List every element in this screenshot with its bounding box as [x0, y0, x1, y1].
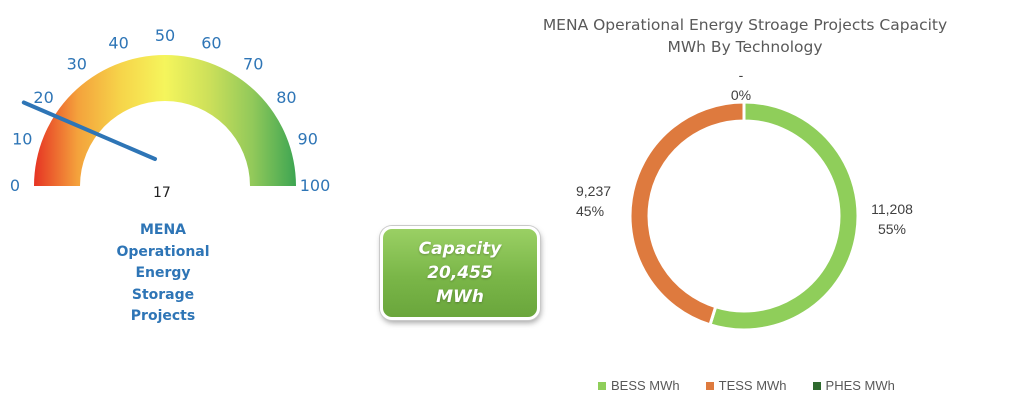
gauge-title-line: Operational [116, 243, 210, 260]
donut-value-label: - [739, 67, 744, 83]
gauge-title: MENA Operational Energy Storage Projects [92, 220, 234, 328]
legend-label: PHES MWh [825, 378, 895, 393]
gauge-tick-label: 90 [298, 130, 318, 149]
donut-value-label: 11,208 [871, 201, 913, 217]
donut-slices [628, 100, 860, 332]
gauge-tick-label: 50 [155, 26, 175, 45]
gauge-tick-label: 10 [12, 130, 32, 149]
capacity-label: Capacity [418, 239, 502, 259]
gauge-value-label: 17 [153, 185, 171, 201]
donut-chart-title: MENA Operational Energy Stroage Projects… [520, 14, 970, 58]
gauge-tick-label: 20 [33, 88, 53, 107]
gauge-chart: 0 10 20 30 40 50 60 70 80 90 100 17 [10, 26, 330, 201]
legend-label: BESS MWh [611, 378, 680, 393]
gauge-tick-label: 40 [108, 33, 128, 52]
legend-swatch-bess [598, 381, 606, 390]
gauge-tick-labels: 0 10 20 30 40 50 60 70 80 90 100 [10, 26, 330, 195]
gauge-title-line: Energy [135, 265, 191, 281]
gauge-tick-label: 100 [300, 176, 331, 195]
legend-item-bess: BESS MWh [598, 378, 680, 393]
gauge-tick-label: 0 [10, 176, 20, 195]
gauge-arc [34, 55, 296, 186]
gauge-tick-label: 60 [201, 33, 221, 52]
gauge-tick-label: 70 [243, 55, 263, 74]
gauge-title-line: Projects [130, 308, 196, 324]
capacity-value: 20,455 [427, 263, 493, 283]
donut-slice [628, 100, 746, 327]
legend-swatch-tess [705, 381, 714, 390]
legend-label: TESS MWh [718, 378, 787, 393]
gauge-tick-label: 30 [67, 55, 87, 74]
gauge-title-line: Storage [131, 286, 195, 303]
donut-percent-label: 0% [731, 87, 751, 103]
capacity-card: Capacity 20,455 MWh [380, 226, 540, 320]
legend-item-phes: PHES MWh [812, 378, 895, 393]
gauge-tick-label: 80 [276, 88, 296, 107]
donut-percent-label: 55% [878, 221, 906, 237]
donut-title-line: MWh By Technology [667, 38, 823, 56]
chart-legend: BESS MWh TESS MWh PHES MWh [598, 378, 895, 393]
donut-slice [708, 100, 860, 332]
capacity-unit: MWh [436, 287, 484, 307]
donut-data-labels: 11,208 55% 9,237 45% - 0% [576, 67, 913, 237]
donut-title-line: MENA Operational Energy Stroage Projects… [542, 16, 948, 34]
gauge-needle [21, 100, 157, 161]
legend-swatch-phes [812, 381, 821, 390]
legend-item-tess: TESS MWh [705, 378, 787, 393]
donut-percent-label: 45% [576, 203, 604, 219]
donut-value-label: 9,237 [576, 183, 611, 199]
gauge-title-line: MENA [139, 222, 187, 238]
